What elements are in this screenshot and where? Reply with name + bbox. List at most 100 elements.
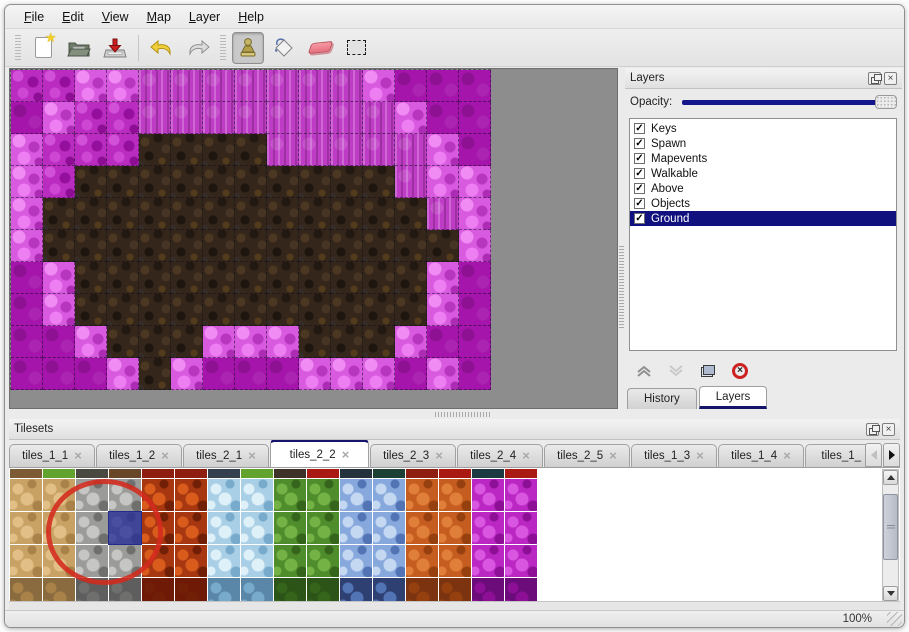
tileset-tile-dirt-tan[interactable] — [10, 512, 42, 544]
tileset-tile-ice-blue[interactable] — [241, 512, 273, 544]
tab-close-icon[interactable]: × — [435, 448, 443, 463]
tileset-tile-clay-orange[interactable] — [406, 545, 438, 577]
tileset-tile-partial[interactable] — [76, 469, 108, 478]
layer-row-mapevents[interactable]: ✓ Mapevents — [630, 151, 896, 166]
tab-close-icon[interactable]: × — [248, 448, 256, 463]
tileset-tab-tiles_2_4[interactable]: tiles_2_4 × — [457, 444, 543, 467]
map-tile-brown-dirt[interactable] — [331, 262, 363, 294]
map-tile-brown-dirt[interactable] — [171, 134, 203, 166]
tileset-tab-tiles_2_2[interactable]: tiles_2_2 × — [270, 440, 369, 467]
map-tile-magenta-striped[interactable] — [203, 70, 235, 102]
map-tile-grid[interactable] — [10, 69, 491, 390]
map-tile-magenta-light[interactable] — [235, 326, 267, 358]
map-tile-brown-dirt[interactable] — [107, 198, 139, 230]
layer-row-above[interactable]: ✓ Above — [630, 181, 896, 196]
map-tile-magenta-striped[interactable] — [139, 102, 171, 134]
map-tile-magenta-striped[interactable] — [427, 198, 459, 230]
tileset-tile-partial[interactable] — [208, 469, 240, 478]
tileset-tab-tiles_1_3[interactable]: tiles_1_3 × — [631, 444, 717, 467]
tab-close-icon[interactable]: × — [609, 448, 617, 463]
map-tile-magenta-dark[interactable] — [395, 70, 427, 102]
map-tile-brown-dirt[interactable] — [203, 134, 235, 166]
map-tile-magenta-light[interactable] — [299, 358, 331, 390]
tileset-tile-crystal-blue[interactable] — [373, 512, 405, 544]
map-tile-magenta-dark[interactable] — [459, 294, 491, 326]
map-tile-magenta-striped[interactable] — [171, 70, 203, 102]
map-tile-brown-dirt[interactable] — [235, 294, 267, 326]
map-tile-brown-dirt[interactable] — [331, 230, 363, 262]
map-tile-magenta-dark[interactable] — [11, 102, 43, 134]
map-tile-magenta-light[interactable] — [11, 198, 43, 230]
map-tile-brown-dirt[interactable] — [107, 294, 139, 326]
tileset-tile-amethyst-magenta[interactable] — [505, 545, 537, 577]
open-file-button[interactable] — [63, 32, 95, 64]
map-tile-magenta-striped[interactable] — [171, 102, 203, 134]
map-tile-brown-dirt[interactable] — [75, 294, 107, 326]
map-tile-magenta-rock[interactable] — [107, 102, 139, 134]
tileset-tile-dirt-tan[interactable] — [43, 578, 75, 601]
tileset-tile-lava-red[interactable] — [175, 479, 207, 511]
map-tile-brown-dirt[interactable] — [363, 262, 395, 294]
layer-checkbox[interactable]: ✓ — [634, 138, 645, 149]
tileset-tile-crystal-blue[interactable] — [373, 479, 405, 511]
map-tile-magenta-light[interactable] — [459, 198, 491, 230]
map-tile-magenta-light[interactable] — [395, 102, 427, 134]
map-tile-magenta-light[interactable] — [75, 326, 107, 358]
map-tile-magenta-striped[interactable] — [331, 134, 363, 166]
map-tile-brown-dirt[interactable] — [203, 198, 235, 230]
map-tile-magenta-striped[interactable] — [331, 102, 363, 134]
map-tile-brown-dirt[interactable] — [171, 294, 203, 326]
tileset-tile-amethyst-magenta[interactable] — [472, 545, 504, 577]
layer-checkbox[interactable]: ✓ — [634, 123, 645, 134]
map-tile-brown-dirt[interactable] — [139, 230, 171, 262]
tileset-tile-partial[interactable] — [43, 469, 75, 478]
tileset-tile-partial[interactable] — [373, 469, 405, 478]
tileset-tile-vine-green[interactable] — [274, 545, 306, 577]
map-tile-brown-dirt[interactable] — [363, 294, 395, 326]
map-tile-brown-dirt[interactable] — [235, 166, 267, 198]
tileset-tile-vine-green[interactable] — [274, 578, 306, 601]
tileset-tile-partial[interactable] — [175, 469, 207, 478]
duplicate-layer-button[interactable] — [695, 359, 721, 383]
tileset-tile-vine-green[interactable] — [274, 479, 306, 511]
save-button[interactable] — [99, 32, 131, 64]
tileset-tile-partial[interactable] — [241, 469, 273, 478]
map-tile-magenta-dark[interactable] — [43, 326, 75, 358]
map-tile-brown-dirt[interactable] — [107, 262, 139, 294]
map-tile-brown-dirt[interactable] — [267, 198, 299, 230]
tileset-tile-ice-blue[interactable] — [241, 545, 273, 577]
map-tile-brown-dirt[interactable] — [139, 326, 171, 358]
map-tile-magenta-dark[interactable] — [459, 134, 491, 166]
map-tile-brown-dirt[interactable] — [299, 230, 331, 262]
map-tile-brown-dirt[interactable] — [139, 262, 171, 294]
map-tile-magenta-striped[interactable] — [139, 70, 171, 102]
tileset-tile-clay-orange[interactable] — [406, 512, 438, 544]
map-tile-magenta-light[interactable] — [363, 70, 395, 102]
map-tile-brown-dirt[interactable] — [299, 326, 331, 358]
menu-map[interactable]: Map — [146, 9, 171, 24]
layer-row-ground[interactable]: ✓ Ground — [630, 211, 896, 226]
tileset-tile-lava-red[interactable] — [175, 512, 207, 544]
redo-button[interactable] — [182, 32, 214, 64]
dock-tab-history[interactable]: History — [627, 388, 697, 409]
map-tile-brown-dirt[interactable] — [171, 166, 203, 198]
map-tile-magenta-striped[interactable] — [267, 134, 299, 166]
map-tile-magenta-striped[interactable] — [299, 134, 331, 166]
tileset-tile-ice-blue[interactable] — [208, 545, 240, 577]
tileset-tile-clay-orange[interactable] — [439, 479, 471, 511]
map-tile-brown-dirt[interactable] — [171, 230, 203, 262]
map-tile-magenta-dark[interactable] — [427, 102, 459, 134]
scrollbar-thumb[interactable] — [883, 494, 898, 560]
map-tile-magenta-dark[interactable] — [459, 262, 491, 294]
map-tile-magenta-rock[interactable] — [107, 134, 139, 166]
float-panel-icon[interactable] — [868, 71, 882, 85]
map-tile-brown-dirt[interactable] — [235, 230, 267, 262]
map-tile-magenta-light[interactable] — [43, 294, 75, 326]
tileset-tile-partial[interactable] — [472, 469, 504, 478]
map-tile-magenta-dark[interactable] — [43, 358, 75, 390]
map-tile-magenta-dark[interactable] — [11, 358, 43, 390]
map-tile-magenta-dark[interactable] — [11, 326, 43, 358]
map-tile-magenta-light[interactable] — [427, 166, 459, 198]
eraser-tool-button[interactable] — [304, 32, 336, 64]
map-tile-brown-dirt[interactable] — [331, 326, 363, 358]
